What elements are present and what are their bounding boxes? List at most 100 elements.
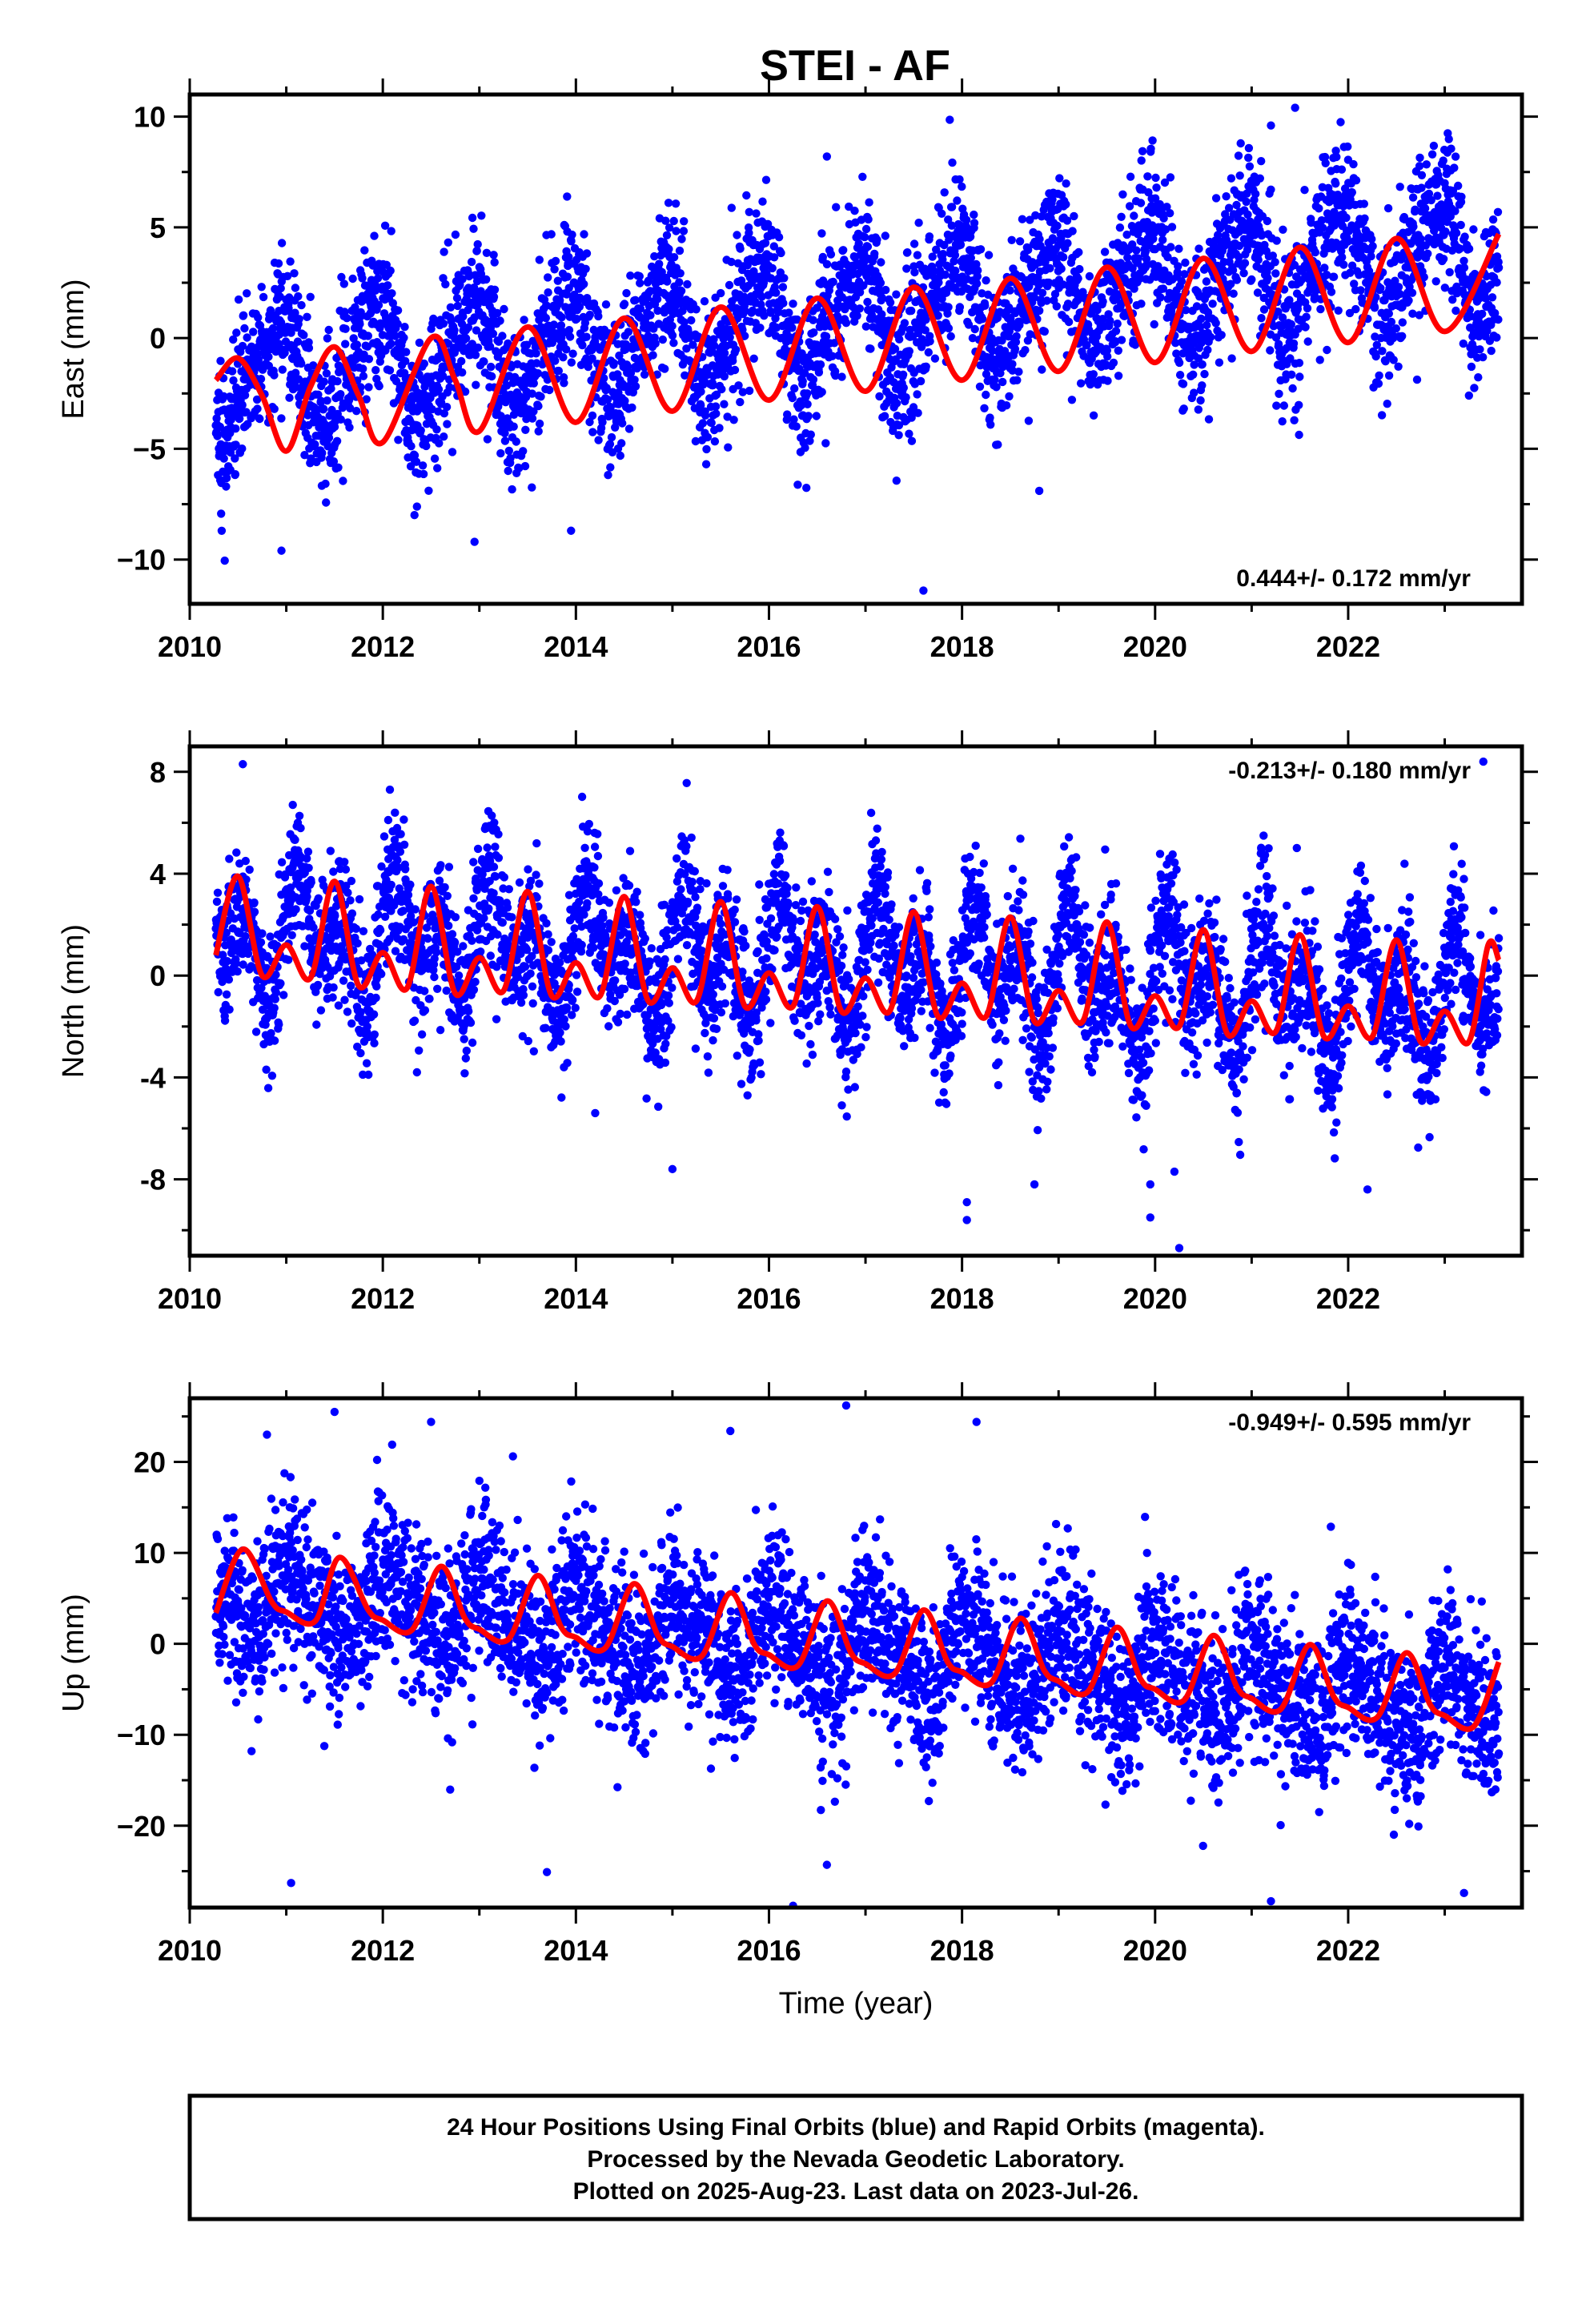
data-point	[519, 447, 528, 456]
data-point	[582, 332, 591, 341]
data-point	[359, 372, 368, 380]
data-point	[1322, 271, 1331, 279]
data-point	[483, 435, 492, 444]
data-point	[544, 288, 552, 297]
data-point	[1149, 235, 1158, 243]
data-point	[772, 288, 781, 297]
data-point	[1359, 199, 1369, 208]
data-point	[1408, 309, 1417, 318]
data-point	[892, 476, 901, 485]
data-point	[956, 240, 966, 249]
data-point	[268, 324, 278, 333]
data-point	[283, 271, 292, 280]
data-point	[313, 980, 323, 990]
data-point	[1360, 214, 1369, 223]
data-point	[863, 242, 873, 251]
data-point	[1048, 234, 1058, 243]
data-point	[270, 371, 279, 380]
data-point	[863, 297, 872, 307]
data-point	[1093, 306, 1102, 315]
data-point	[994, 440, 1002, 449]
data-point	[1018, 215, 1027, 223]
data-point	[275, 1020, 283, 1029]
data-point	[1064, 317, 1074, 327]
y-tick-label: 0	[150, 322, 166, 355]
data-point	[229, 376, 238, 385]
data-point	[353, 939, 362, 948]
data-point	[315, 431, 323, 440]
data-point	[990, 376, 999, 384]
data-point	[285, 393, 294, 402]
x-tick-label: 2018	[930, 630, 994, 663]
data-point	[588, 411, 597, 420]
data-point	[243, 333, 251, 342]
data-point	[580, 319, 590, 328]
data-point	[346, 896, 355, 905]
data-point	[1194, 405, 1203, 414]
data-point	[1026, 330, 1034, 339]
data-point	[665, 244, 673, 254]
data-point	[1134, 254, 1143, 263]
data-point	[1279, 225, 1287, 234]
data-point	[257, 283, 266, 292]
data-point	[217, 509, 226, 518]
data-point	[305, 906, 315, 915]
data-point	[865, 198, 873, 207]
data-point	[677, 287, 686, 296]
data-point	[340, 858, 349, 866]
data-point	[346, 404, 355, 412]
data-point	[984, 251, 994, 259]
data-point	[1257, 157, 1266, 166]
data-point	[1476, 345, 1484, 354]
data-point	[1302, 312, 1311, 321]
data-point	[1247, 275, 1256, 284]
data-point	[1162, 203, 1171, 211]
data-point	[892, 399, 901, 408]
data-point	[1389, 356, 1398, 364]
data-point	[240, 324, 249, 333]
outlier-point	[1034, 486, 1044, 496]
data-point	[631, 296, 640, 304]
data-point	[458, 368, 467, 377]
data-point	[541, 313, 550, 323]
data-point	[1384, 371, 1394, 380]
data-point	[319, 377, 328, 386]
data-point	[543, 375, 552, 384]
data-point	[681, 371, 689, 380]
data-point	[1189, 339, 1199, 348]
data-point	[252, 395, 262, 404]
data-point	[1323, 345, 1331, 355]
data-point	[342, 882, 351, 891]
data-point	[1416, 235, 1425, 243]
data-point	[533, 369, 543, 378]
data-point	[943, 309, 952, 318]
data-point	[1263, 274, 1272, 283]
data-point	[371, 993, 380, 1003]
data-point	[270, 1036, 279, 1045]
data-point	[1408, 193, 1418, 202]
data-point	[829, 339, 839, 348]
data-point	[535, 419, 544, 428]
data-point	[329, 867, 338, 876]
data-point	[233, 967, 242, 976]
data-point	[458, 275, 467, 283]
data-point	[276, 979, 285, 988]
data-point	[736, 397, 745, 407]
data-point	[1070, 211, 1078, 221]
data-point	[1368, 242, 1377, 251]
data-point	[1331, 147, 1340, 155]
data-point	[372, 982, 381, 991]
data-point	[1464, 244, 1474, 253]
data-point	[1467, 362, 1476, 372]
data-point	[1377, 411, 1387, 420]
data-point	[655, 259, 664, 268]
data-point	[442, 403, 452, 412]
data-point	[1144, 188, 1153, 197]
data-point	[318, 448, 327, 457]
data-point	[917, 343, 926, 352]
data-point	[701, 411, 710, 420]
data-point	[412, 457, 421, 466]
data-point	[1460, 263, 1469, 272]
data-point	[1300, 186, 1309, 195]
data-point	[355, 895, 364, 904]
